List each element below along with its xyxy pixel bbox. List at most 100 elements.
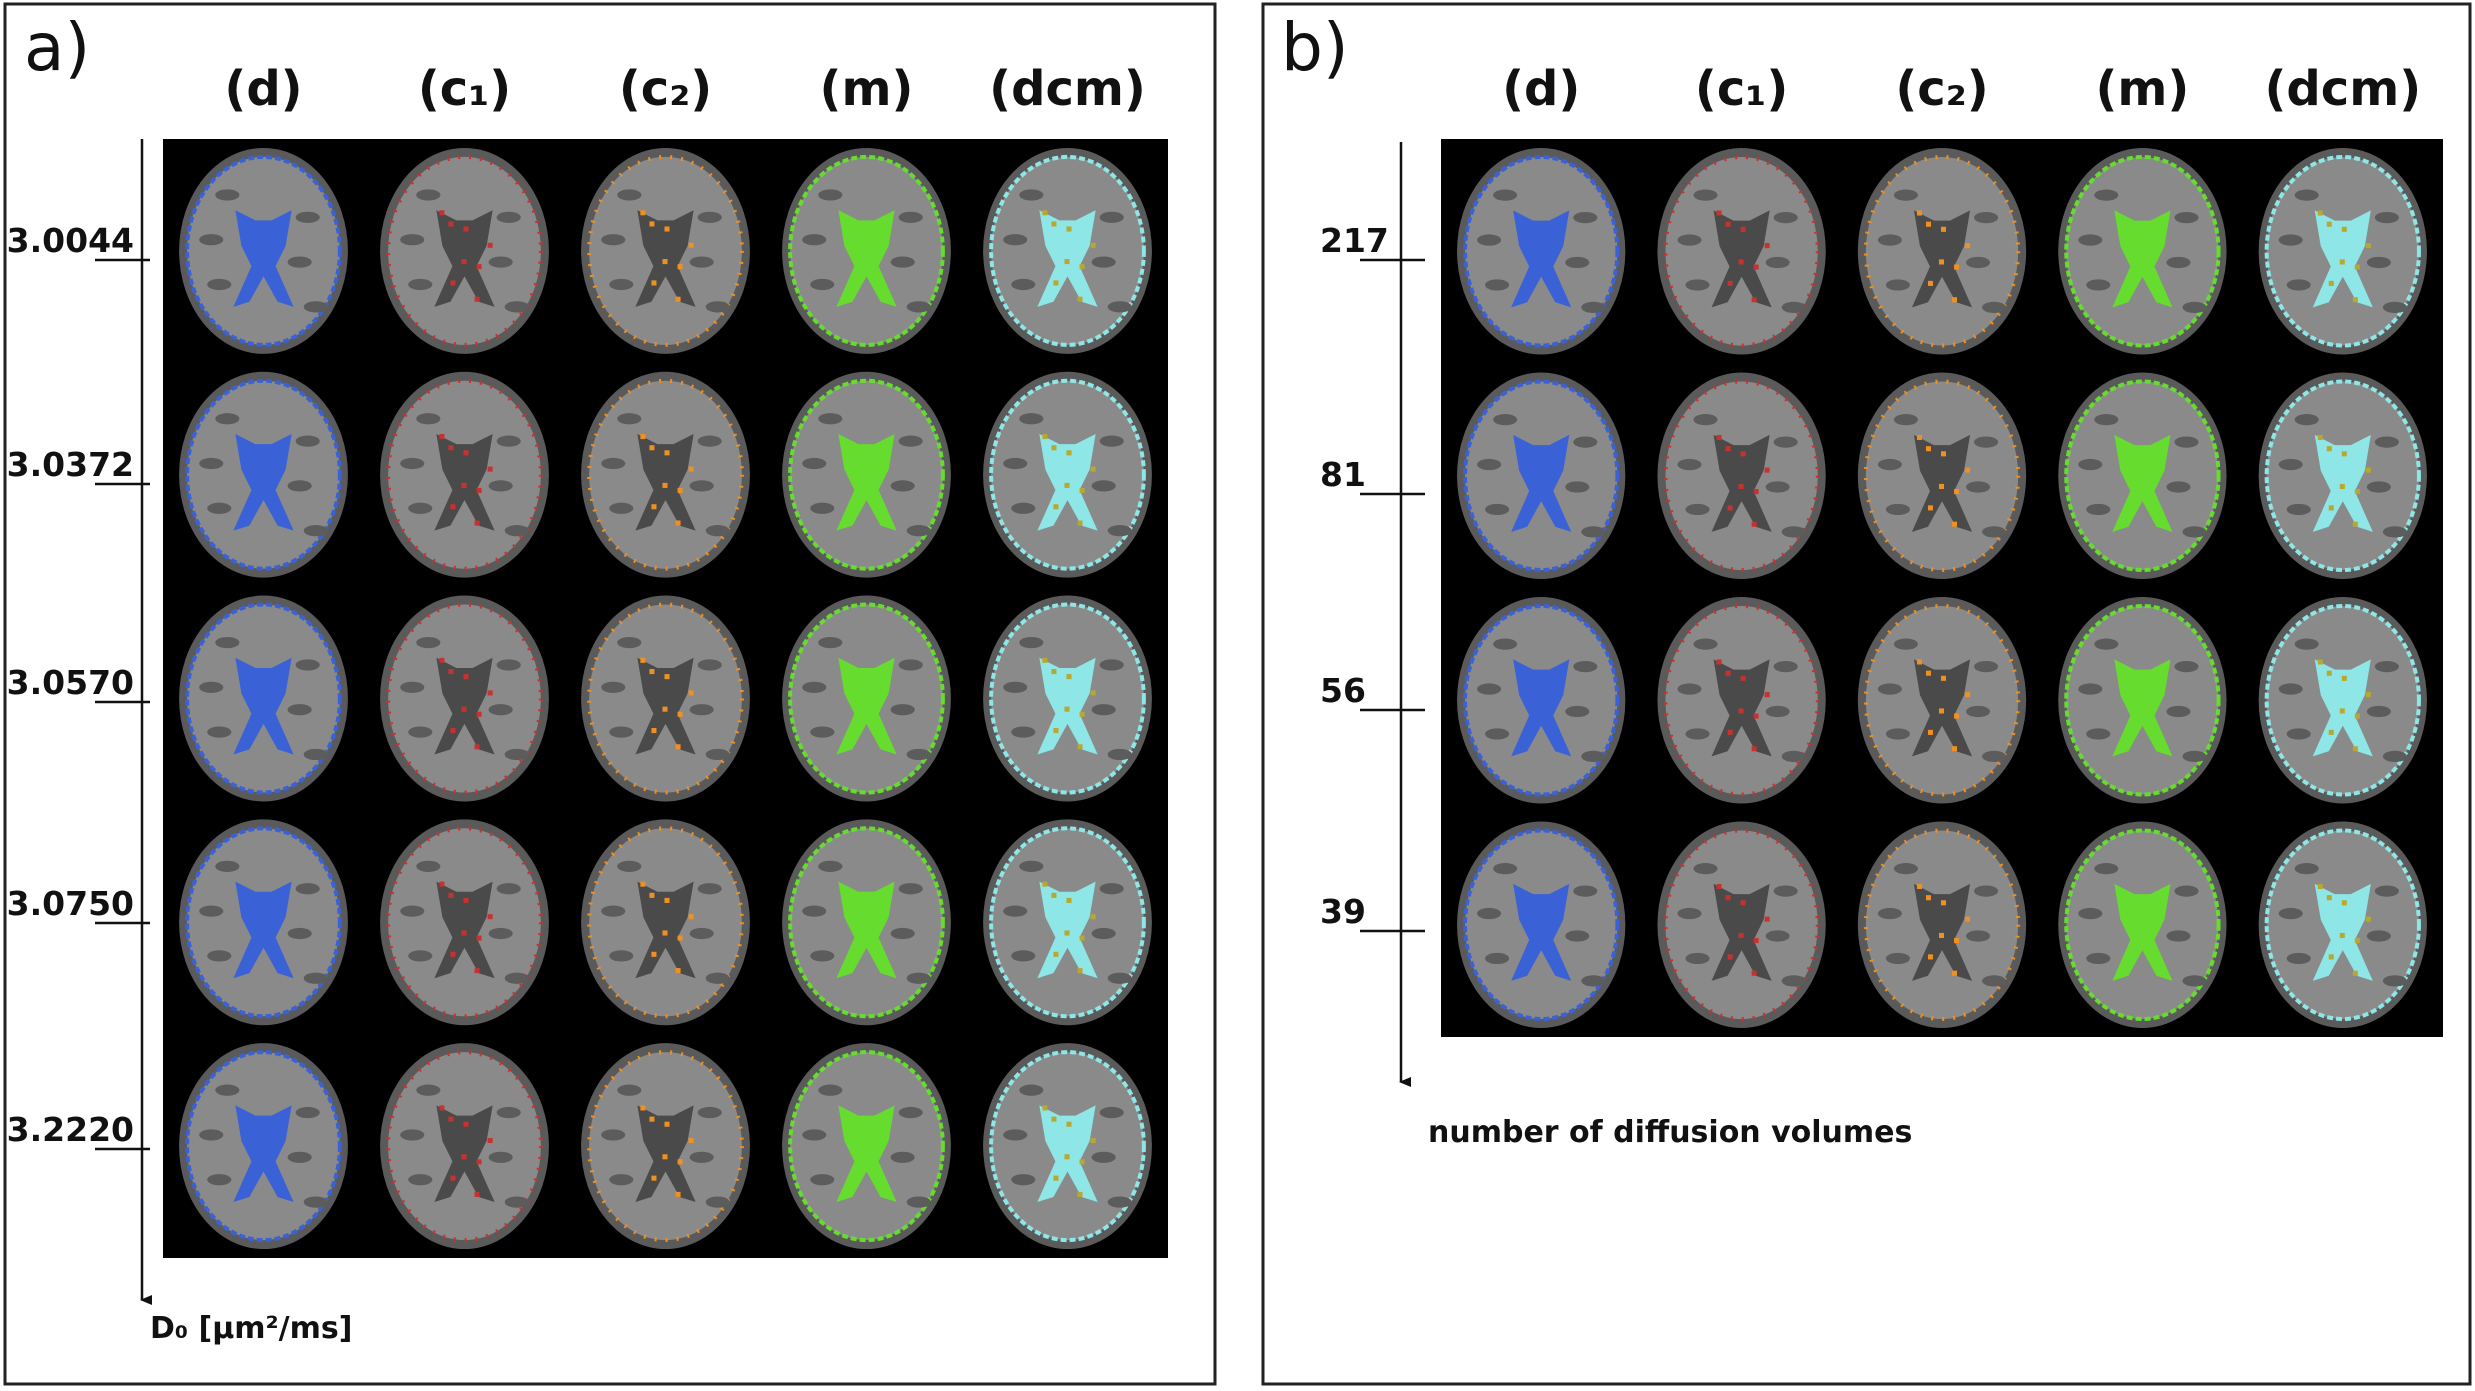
sulcus [1573, 660, 1598, 673]
sulcus [1099, 435, 1124, 447]
voxel [2354, 713, 2360, 719]
voxel [439, 657, 445, 663]
voxel [474, 1191, 480, 1197]
voxel [2317, 659, 2323, 665]
sulcus [2382, 301, 2407, 313]
ventricle [836, 210, 897, 307]
sulcus [609, 726, 634, 738]
sulcus [295, 211, 320, 223]
sulcus [890, 927, 915, 940]
sulcus [689, 480, 714, 492]
sulcus [609, 278, 634, 291]
voxel [448, 668, 454, 675]
sulcus [1974, 436, 1999, 448]
sulcus [215, 189, 240, 201]
voxel [640, 657, 646, 663]
ventricle [635, 881, 696, 979]
voxel [487, 242, 493, 248]
sulcus [488, 1151, 513, 1163]
sulcus [2078, 458, 2103, 471]
ventricle [836, 1105, 897, 1203]
sulcus [1477, 683, 1502, 695]
sulcus [2278, 458, 2303, 471]
voxel [1740, 226, 1746, 232]
sulcus [1019, 636, 1044, 649]
voxel [1090, 914, 1096, 920]
sulcus [1765, 930, 1790, 942]
ventricle [2112, 434, 2173, 532]
sulcus [287, 704, 312, 716]
sulcus [2286, 728, 2311, 740]
sulcus [2294, 863, 2319, 875]
sulcus [496, 659, 521, 671]
sulcus [697, 883, 722, 895]
ventricle [1911, 883, 1973, 981]
sulcus [609, 502, 634, 514]
sulcus [2166, 930, 2191, 942]
voxel [1053, 504, 1059, 510]
sulcus [287, 480, 312, 492]
sulcus [1099, 1106, 1124, 1119]
ventricle [1711, 210, 1772, 308]
sulcus [2366, 481, 2391, 493]
sulcus [1781, 750, 1806, 762]
sulcus [199, 1129, 224, 1141]
voxel [2365, 467, 2371, 473]
sulcus [1677, 458, 1702, 471]
voxel [2341, 675, 2347, 681]
voxel [1764, 916, 1770, 922]
sulcus [2174, 211, 2199, 224]
voxel [1916, 883, 1922, 890]
voxel [2365, 692, 2371, 698]
voxel [463, 1121, 469, 1127]
sulcus [488, 480, 513, 492]
sulcus [1982, 975, 2007, 987]
sulcus [906, 301, 931, 313]
sulcus [199, 905, 224, 917]
voxel [1066, 1121, 1072, 1127]
sulcus [1477, 907, 1502, 920]
sulcus [2278, 234, 2303, 246]
ventricle [1711, 434, 1772, 532]
ventricle [434, 1105, 495, 1203]
sulcus [207, 502, 232, 514]
voxel [1740, 900, 1746, 906]
sulcus [705, 301, 730, 313]
voxel [1066, 226, 1072, 232]
voxel [1738, 708, 1744, 714]
voxel [664, 674, 670, 680]
sulcus [496, 435, 521, 447]
sulcus [1019, 860, 1044, 872]
sulcus [1099, 659, 1124, 671]
sulcus [697, 659, 722, 671]
sulcus [2078, 907, 2103, 920]
sulcus [705, 525, 730, 537]
sulcus [1877, 234, 1902, 246]
sulcus [416, 860, 441, 872]
sulcus [1107, 1196, 1132, 1208]
voxel [675, 520, 681, 526]
row-label: 3.0372 [7, 445, 134, 484]
sulcus [818, 860, 843, 872]
sulcus [303, 972, 328, 984]
column-header: (c₁) [418, 61, 511, 117]
voxel [474, 968, 480, 974]
voxel [662, 930, 668, 936]
voxel [2352, 746, 2358, 752]
voxel [1938, 259, 1945, 265]
sulcus [1099, 211, 1124, 223]
image-row [179, 595, 1152, 802]
ventricle [1511, 659, 1572, 757]
sulcus [504, 301, 529, 313]
voxel [2341, 451, 2347, 457]
sulcus [199, 681, 224, 693]
voxel [651, 951, 657, 957]
sulcus [1773, 211, 1798, 224]
sulcus [1773, 885, 1798, 897]
voxel [662, 1154, 668, 1160]
sulcus [400, 905, 425, 917]
ventricle [233, 434, 294, 531]
voxel [1727, 505, 1733, 511]
voxel [1925, 446, 1931, 452]
